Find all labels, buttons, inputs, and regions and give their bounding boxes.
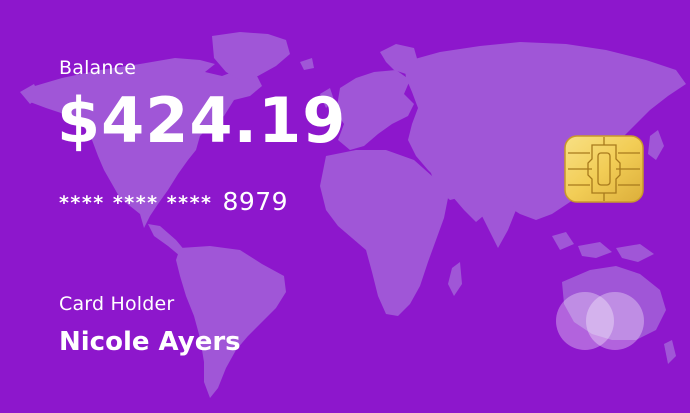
card-holder-name: Nicole Ayers — [59, 327, 241, 357]
card-number: **** **** **** 8979 — [59, 183, 288, 219]
card-holder-label: Card Holder — [59, 293, 175, 315]
card-number-last4: 8979 — [222, 186, 289, 216]
balance-amount: $424.19 — [57, 84, 347, 157]
balance-label: Balance — [59, 57, 137, 79]
card-brand-logo — [556, 292, 644, 350]
card-number-mask: **** **** **** — [59, 192, 213, 214]
chip-icon — [564, 135, 644, 203]
